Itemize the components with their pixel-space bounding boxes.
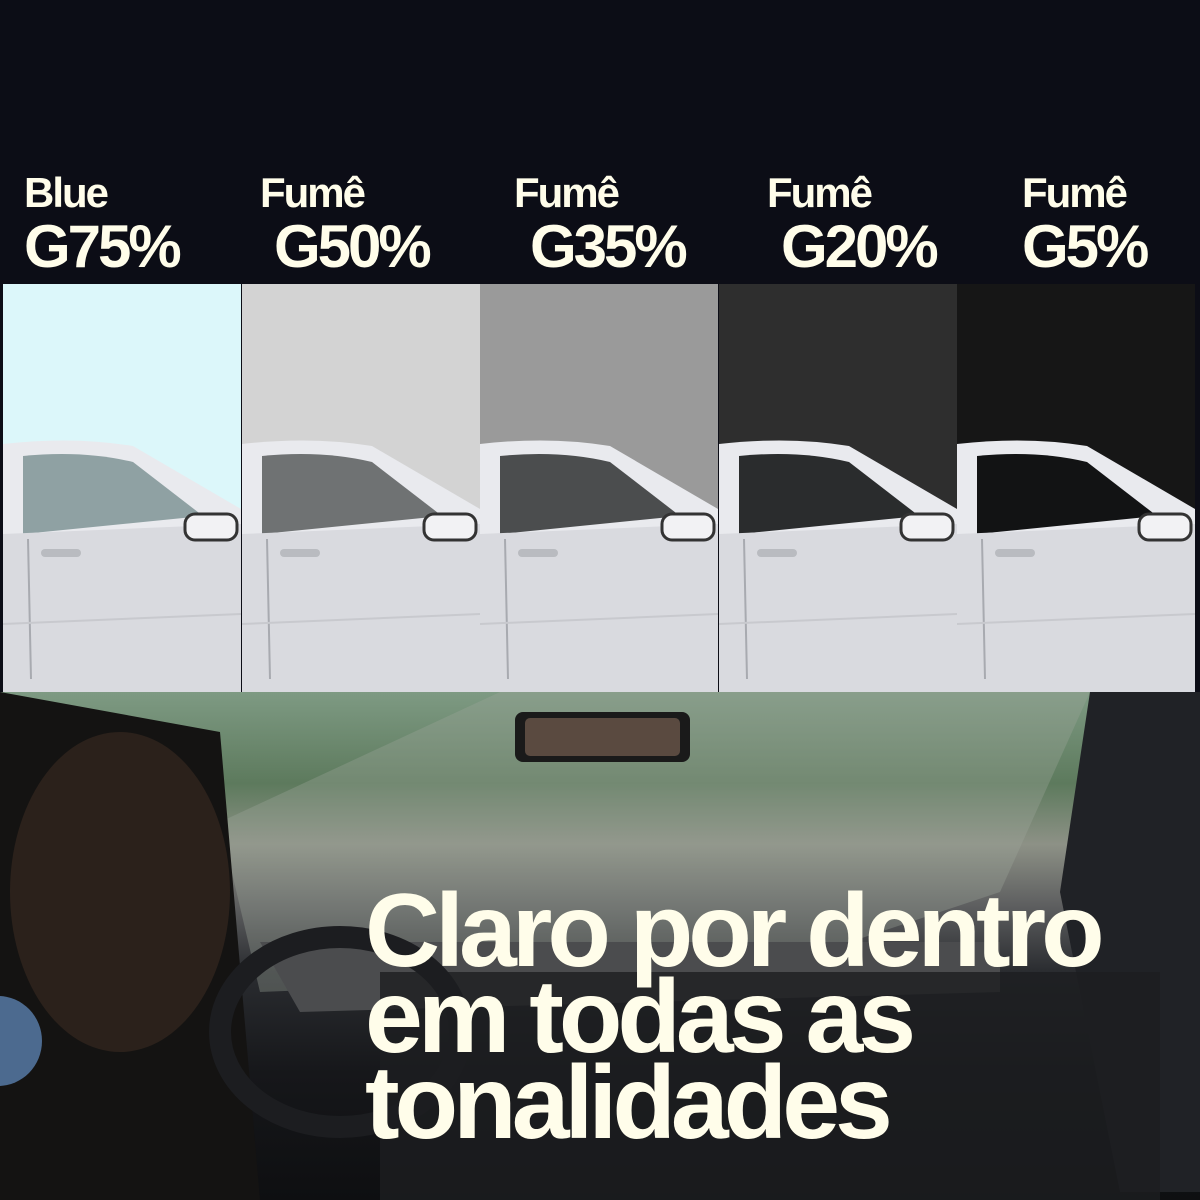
driver-interior-photo [0,692,1200,1200]
tint-percent: G50% [274,213,432,280]
tint-name: Fumê [767,169,873,216]
car-door-illustration [241,440,480,692]
tint-sample-panel [3,284,241,692]
tint-label-fume-g5: Fumê G5% [1022,169,1149,280]
car-door-illustration [957,440,1196,692]
headline-line-2: em todas as [365,959,916,1075]
car-door-illustration [480,440,719,692]
headline: Claro por dentro em todas as tonalidades [365,873,1105,1161]
headline-line-3: tonalidades [365,1045,893,1161]
car-door-illustration [718,440,957,692]
tint-name: Fumê [1022,169,1128,216]
tint-sample-panel [480,284,719,692]
headline-line-1: Claro por dentro [365,873,1105,989]
tint-label-fume-g20: Fumê G20% [767,169,939,280]
car-door-illustration [3,440,241,692]
tint-percent: G35% [530,213,688,280]
tint-percent: G5% [1022,213,1149,280]
tint-name: Fumê [514,169,620,216]
tint-label-fume-g50: Fumê G50% [260,169,432,280]
tint-label-fume-g35: Fumê G35% [514,169,688,280]
tint-percent: G75% [24,213,182,280]
tint-percent: G20% [781,213,939,280]
tint-sample-panel [241,284,480,692]
tint-name: Fumê [260,169,366,216]
tint-sample-panel [718,284,957,692]
car-interior-illustration [0,692,1200,1200]
tint-label-blue-g75: Blue G75% [24,169,182,280]
tint-name: Blue [24,169,109,216]
tint-sample-panel [957,284,1196,692]
